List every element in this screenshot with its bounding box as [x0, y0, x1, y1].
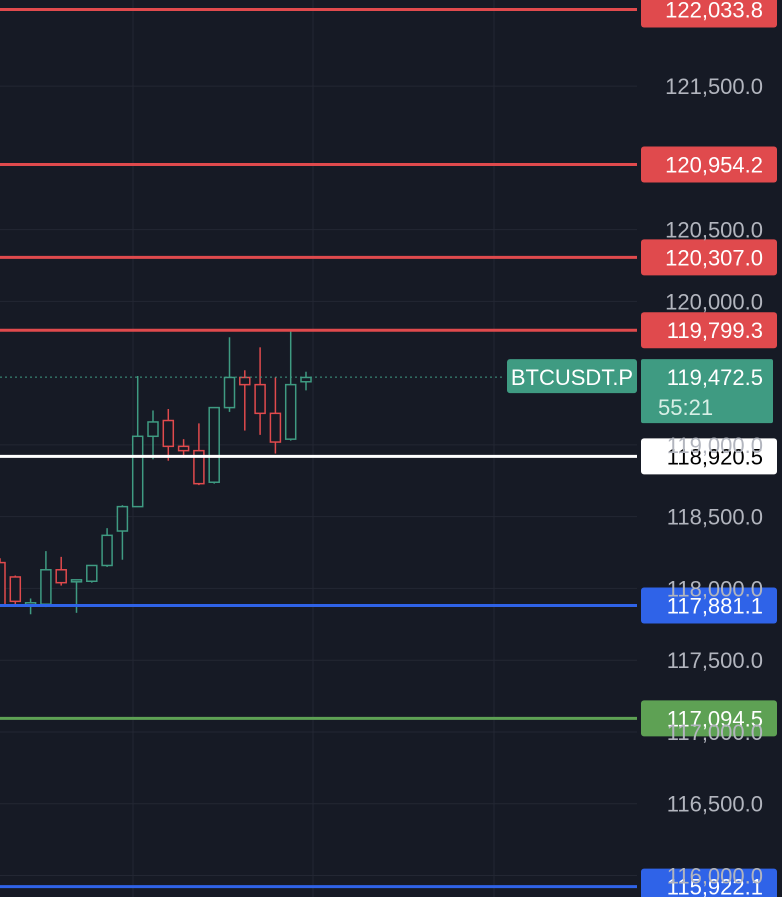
- level-price-label: 120,307.0: [665, 245, 763, 270]
- level: 120,954.2: [0, 146, 777, 183]
- countdown-label: 55:21: [658, 395, 713, 420]
- level: 120,307.0: [0, 239, 777, 276]
- candle-body: [101, 534, 113, 567]
- candle: [193, 423, 205, 486]
- y-tick-label: 119,000.0: [667, 433, 763, 458]
- current-price-label: 119,472.5: [667, 365, 763, 390]
- price-axis[interactable]: 121,500.0120,500.0120,000.0119,000.0118,…: [665, 74, 763, 888]
- y-tick-label: 120,500.0: [665, 218, 763, 243]
- symbol-label-box: [507, 359, 637, 394]
- level-price-box: [641, 438, 777, 475]
- candle: [269, 377, 282, 454]
- level-price-label: 115,922.1: [667, 875, 763, 897]
- level: 118,920.5: [0, 438, 777, 475]
- candle: [177, 439, 190, 458]
- current-price-box: [641, 359, 773, 424]
- candle-body: [239, 376, 251, 386]
- candle: [116, 505, 129, 560]
- candle-body: [300, 376, 312, 383]
- level: 122,033.8: [0, 0, 777, 28]
- candle-body: [9, 576, 22, 603]
- candle-body: [193, 449, 205, 485]
- candle: [223, 337, 236, 412]
- candle-body: [86, 564, 98, 583]
- candle-body: [0, 561, 6, 607]
- candle-body: [208, 406, 220, 483]
- symbol-label: BTCUSDT.P: [511, 365, 633, 390]
- level-price-label: 119,799.3: [667, 318, 763, 343]
- candle: [208, 406, 220, 484]
- y-tick-label: 117,000.0: [667, 720, 763, 745]
- level-price-label: 117,094.5: [667, 706, 763, 731]
- candle: [0, 558, 6, 607]
- level: 117,881.1: [0, 587, 777, 624]
- level: 117,094.5: [0, 700, 777, 737]
- y-tick-label: 118,000.0: [667, 576, 763, 601]
- level-price-label: 120,954.2: [665, 152, 763, 177]
- candle-body: [40, 569, 52, 605]
- y-tick-label: 120,000.0: [665, 289, 763, 314]
- candle: [70, 579, 83, 613]
- level: 119,799.3: [0, 312, 777, 349]
- level-price-box: [641, 239, 777, 276]
- candle: [9, 575, 22, 606]
- level-price-label: 122,033.8: [665, 0, 763, 23]
- candle-body: [284, 383, 297, 440]
- y-tick-label: 118,500.0: [667, 505, 763, 530]
- candle-body: [162, 419, 175, 448]
- level-price-box: [641, 868, 777, 897]
- candle: [131, 376, 144, 508]
- y-tick-label: 116,500.0: [667, 792, 763, 817]
- candle: [55, 556, 67, 586]
- level-price-label: 117,881.1: [667, 593, 763, 618]
- candlestick-series: [0, 330, 312, 615]
- candle-body: [269, 412, 282, 443]
- candle-body: [55, 569, 67, 584]
- candle-body: [254, 383, 266, 415]
- level: 115,922.1: [0, 868, 777, 897]
- candle: [239, 370, 251, 431]
- y-tick-label: 116,000.0: [667, 863, 763, 888]
- candle: [254, 347, 266, 435]
- candle: [162, 409, 175, 461]
- y-tick-label: 117,500.0: [667, 648, 763, 673]
- level-price-box: [641, 312, 777, 349]
- candle-body: [70, 579, 83, 583]
- candle: [86, 564, 98, 583]
- candle: [101, 528, 113, 567]
- candle-body: [177, 445, 190, 452]
- level-price-box: [641, 700, 777, 737]
- candle-body: [147, 421, 159, 438]
- level-price-box: [641, 146, 777, 183]
- current-price: BTCUSDT.P 119,472.5 55:21: [0, 359, 773, 424]
- y-tick-label: 121,500.0: [665, 74, 763, 99]
- candle: [284, 330, 297, 441]
- level-price-box: [641, 0, 777, 28]
- candle-body: [116, 505, 129, 532]
- candle: [147, 410, 159, 460]
- candle-body: [223, 376, 236, 409]
- level-price-box: [641, 587, 777, 624]
- level-price-label: 118,920.5: [667, 444, 763, 469]
- candle-body: [131, 435, 144, 508]
